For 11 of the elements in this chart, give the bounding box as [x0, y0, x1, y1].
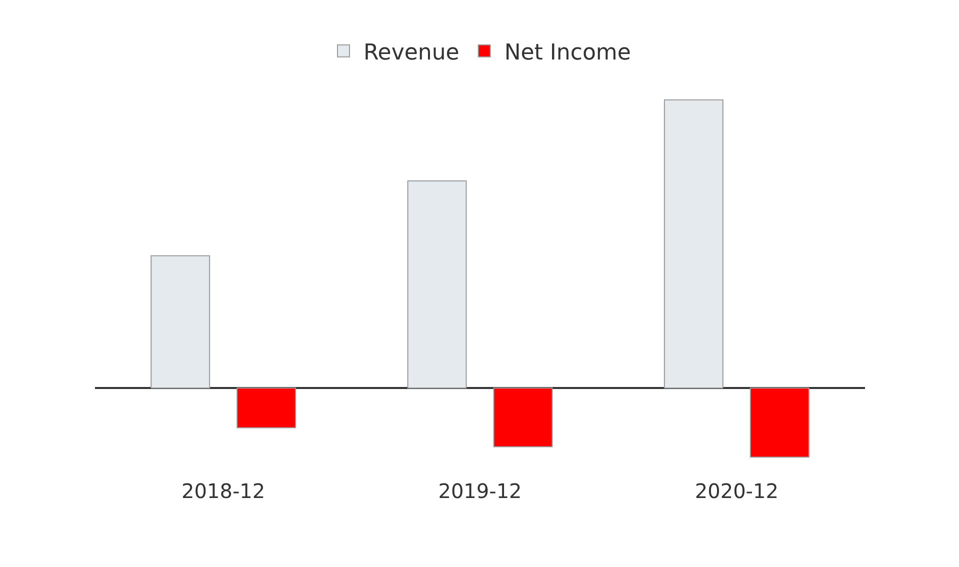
- bar: [236, 388, 296, 428]
- bar: [493, 388, 553, 448]
- legend-label: Revenue: [364, 40, 460, 66]
- x-tick-label: 2019-12: [438, 479, 522, 503]
- x-tick-label: 2018-12: [182, 479, 266, 503]
- bar: [407, 180, 467, 388]
- bar: [750, 388, 810, 458]
- bar: [150, 255, 210, 388]
- legend-label: Net Income: [504, 40, 631, 66]
- bar: [664, 99, 724, 388]
- x-tick-label: 2020-12: [694, 479, 778, 503]
